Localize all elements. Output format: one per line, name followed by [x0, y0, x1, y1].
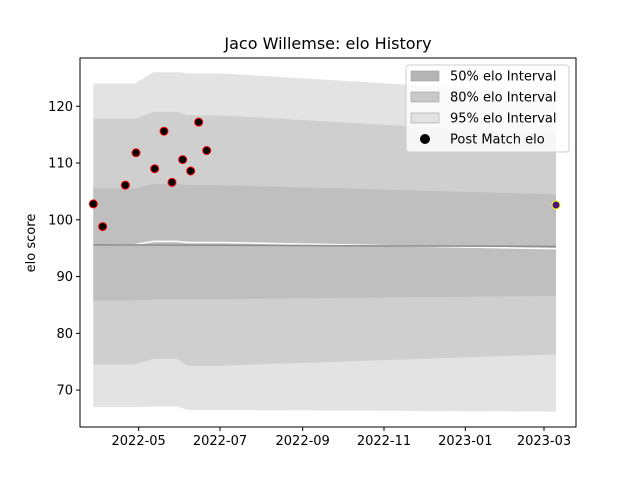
y-tick-label: 120: [48, 100, 73, 115]
elo-point-1-4: [131, 148, 141, 158]
y-axis-label: elo score: [24, 214, 39, 273]
y-axis: 70 80 90 100 110 120: [48, 100, 80, 399]
plot-frame: [79, 57, 577, 428]
chart-title: Jaco Willemse: elo History: [223, 34, 431, 53]
x-tick-label: 2022-07: [193, 434, 247, 449]
elo-point-1-3: [120, 180, 130, 190]
x-tick-label: 2022-11: [357, 434, 411, 449]
y-tick-label: 80: [56, 327, 73, 342]
x-tick-label: 2022-09: [276, 434, 330, 449]
y-tick-label: 70: [56, 384, 73, 399]
y-tick-label: 100: [48, 213, 73, 228]
elo-point-1-11: [202, 146, 212, 156]
x-axis: 2022-05 2022-07 2022-09 2022-11 2023-01 2023-…: [112, 427, 571, 449]
legend-box: [405, 64, 570, 153]
elo-point-1-10: [194, 117, 204, 127]
y-tick-label: 110: [48, 157, 73, 172]
x-tick-label: 2023-03: [517, 434, 571, 449]
legend-label: 50% elo Interval: [450, 70, 557, 85]
elo-point-2-1: [551, 200, 561, 210]
elo-point-1-8: [178, 155, 188, 165]
interval-bands: [93, 72, 556, 412]
post-match-points: [88, 117, 561, 232]
elo-point-1-5: [150, 164, 160, 174]
legend-label: Post Match elo: [450, 133, 545, 148]
legend-label: 80% elo Interval: [450, 91, 557, 106]
legend-swatch-50-elo-interval: [410, 70, 440, 82]
elo-point-1-6: [159, 126, 169, 136]
x-tick-label: 2022-05: [112, 434, 166, 449]
x-tick-label: 2023-01: [438, 434, 492, 449]
legend-marker-post-match-elo: [420, 134, 430, 144]
y-tick-label: 90: [56, 270, 73, 285]
legend-swatch-95-elo-interval: [410, 112, 440, 124]
band-50-elo-interval: [93, 184, 556, 301]
elo-point-1-9: [186, 166, 196, 176]
legend-label: 95% elo Interval: [450, 112, 557, 127]
elo-point-1-2: [98, 222, 108, 232]
legend-swatch-80-elo-interval: [410, 91, 440, 103]
elo-point-1-1: [88, 199, 98, 209]
elo-lines: [93, 240, 557, 250]
elo-point-1-7: [167, 177, 177, 187]
elo-line-2: [93, 244, 557, 248]
legend: 50% elo Interval 80% elo Interval 95% elo …: [405, 64, 570, 153]
